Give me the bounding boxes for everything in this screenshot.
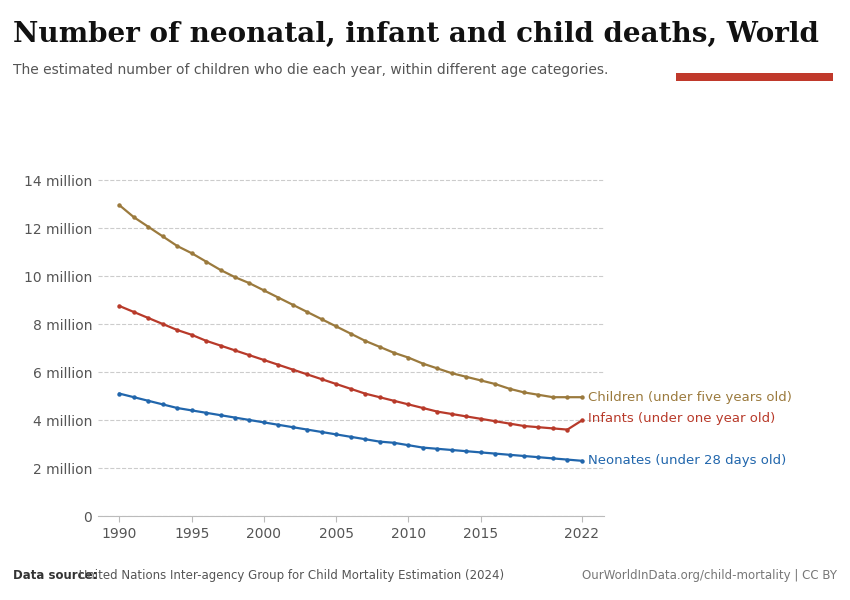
Text: Children (under five years old): Children (under five years old)	[587, 391, 791, 404]
Text: Infants (under one year old): Infants (under one year old)	[587, 412, 775, 425]
Text: in Data: in Data	[728, 48, 781, 61]
Text: Data source:: Data source:	[13, 569, 97, 582]
Text: OurWorldInData.org/child-mortality | CC BY: OurWorldInData.org/child-mortality | CC …	[582, 569, 837, 582]
Text: Number of neonatal, infant and child deaths, World: Number of neonatal, infant and child dea…	[13, 21, 819, 48]
Text: Neonates (under 28 days old): Neonates (under 28 days old)	[587, 454, 786, 467]
Text: Our World: Our World	[717, 28, 792, 41]
Text: United Nations Inter-agency Group for Child Mortality Estimation (2024): United Nations Inter-agency Group for Ch…	[75, 569, 504, 582]
Bar	[676, 73, 833, 81]
Text: The estimated number of children who die each year, within different age categor: The estimated number of children who die…	[13, 63, 608, 77]
